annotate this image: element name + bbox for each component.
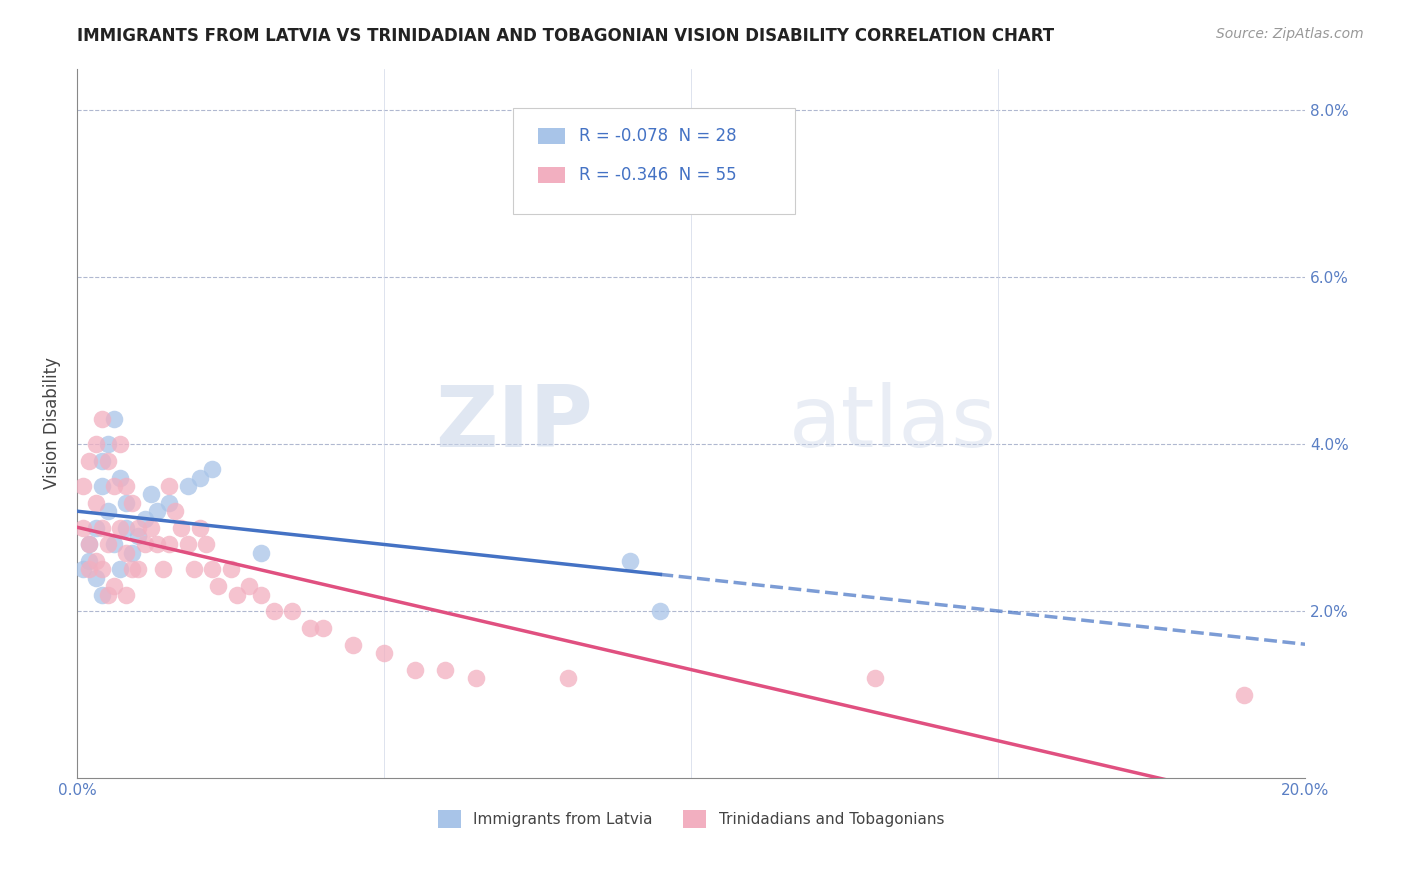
Point bbox=[79, 554, 101, 568]
Point bbox=[128, 562, 150, 576]
Point bbox=[115, 496, 138, 510]
Point bbox=[103, 479, 125, 493]
Point bbox=[115, 546, 138, 560]
Point bbox=[97, 437, 120, 451]
Point bbox=[128, 529, 150, 543]
Point bbox=[103, 579, 125, 593]
Point bbox=[342, 638, 364, 652]
Point bbox=[219, 562, 242, 576]
Point bbox=[84, 571, 107, 585]
Point bbox=[238, 579, 260, 593]
Point bbox=[299, 621, 322, 635]
Point bbox=[146, 504, 169, 518]
Point bbox=[165, 504, 187, 518]
Point bbox=[108, 437, 131, 451]
FancyBboxPatch shape bbox=[537, 167, 565, 183]
Point bbox=[1233, 688, 1256, 702]
Point bbox=[128, 521, 150, 535]
Legend: Immigrants from Latvia, Trinidadians and Tobagonians: Immigrants from Latvia, Trinidadians and… bbox=[432, 804, 950, 834]
Point bbox=[103, 412, 125, 426]
Point bbox=[90, 521, 112, 535]
Point bbox=[84, 554, 107, 568]
FancyBboxPatch shape bbox=[537, 128, 565, 144]
Point bbox=[250, 588, 273, 602]
Point bbox=[207, 579, 229, 593]
Point bbox=[115, 521, 138, 535]
Point bbox=[103, 537, 125, 551]
Point bbox=[90, 454, 112, 468]
Point bbox=[188, 470, 211, 484]
Point bbox=[90, 562, 112, 576]
Point bbox=[263, 604, 285, 618]
Point bbox=[84, 437, 107, 451]
Point bbox=[139, 521, 162, 535]
Point bbox=[434, 663, 457, 677]
Point bbox=[115, 479, 138, 493]
Point bbox=[121, 546, 143, 560]
Point bbox=[79, 562, 101, 576]
Point bbox=[170, 521, 193, 535]
Point bbox=[157, 537, 180, 551]
Point bbox=[79, 537, 101, 551]
Point bbox=[195, 537, 218, 551]
Text: R = -0.078  N = 28: R = -0.078 N = 28 bbox=[579, 127, 737, 145]
Point bbox=[312, 621, 335, 635]
Point bbox=[201, 462, 224, 476]
Point bbox=[84, 496, 107, 510]
Point bbox=[90, 588, 112, 602]
Point bbox=[97, 537, 120, 551]
Point bbox=[97, 588, 120, 602]
Text: R = -0.346  N = 55: R = -0.346 N = 55 bbox=[579, 166, 737, 184]
Point bbox=[108, 470, 131, 484]
Point bbox=[134, 537, 156, 551]
Point bbox=[157, 479, 180, 493]
Point bbox=[557, 671, 579, 685]
Point bbox=[465, 671, 488, 685]
Point bbox=[176, 537, 198, 551]
Text: Source: ZipAtlas.com: Source: ZipAtlas.com bbox=[1216, 27, 1364, 41]
Text: ZIP: ZIP bbox=[434, 382, 593, 465]
Point bbox=[97, 504, 120, 518]
Point bbox=[650, 604, 672, 618]
Point bbox=[115, 588, 138, 602]
Point bbox=[201, 562, 224, 576]
Point bbox=[108, 521, 131, 535]
Point bbox=[619, 554, 641, 568]
Point bbox=[183, 562, 205, 576]
Text: atlas: atlas bbox=[789, 382, 997, 465]
Point bbox=[97, 454, 120, 468]
Point bbox=[152, 562, 174, 576]
Point bbox=[188, 521, 211, 535]
Point bbox=[90, 412, 112, 426]
Point bbox=[146, 537, 169, 551]
Point bbox=[176, 479, 198, 493]
Point bbox=[72, 521, 94, 535]
Point bbox=[90, 479, 112, 493]
Point bbox=[79, 454, 101, 468]
Point bbox=[250, 546, 273, 560]
Text: IMMIGRANTS FROM LATVIA VS TRINIDADIAN AND TOBAGONIAN VISION DISABILITY CORRELATI: IMMIGRANTS FROM LATVIA VS TRINIDADIAN AN… bbox=[77, 27, 1054, 45]
Point bbox=[134, 512, 156, 526]
Point bbox=[121, 562, 143, 576]
Point bbox=[865, 671, 887, 685]
Point bbox=[79, 537, 101, 551]
Point bbox=[108, 562, 131, 576]
Y-axis label: Vision Disability: Vision Disability bbox=[44, 358, 60, 490]
Point bbox=[72, 479, 94, 493]
Point bbox=[72, 562, 94, 576]
Point bbox=[225, 588, 247, 602]
Point bbox=[139, 487, 162, 501]
Point bbox=[281, 604, 304, 618]
Point bbox=[373, 646, 395, 660]
Point bbox=[404, 663, 426, 677]
Point bbox=[157, 496, 180, 510]
Point bbox=[84, 521, 107, 535]
FancyBboxPatch shape bbox=[513, 108, 796, 214]
Point bbox=[121, 496, 143, 510]
